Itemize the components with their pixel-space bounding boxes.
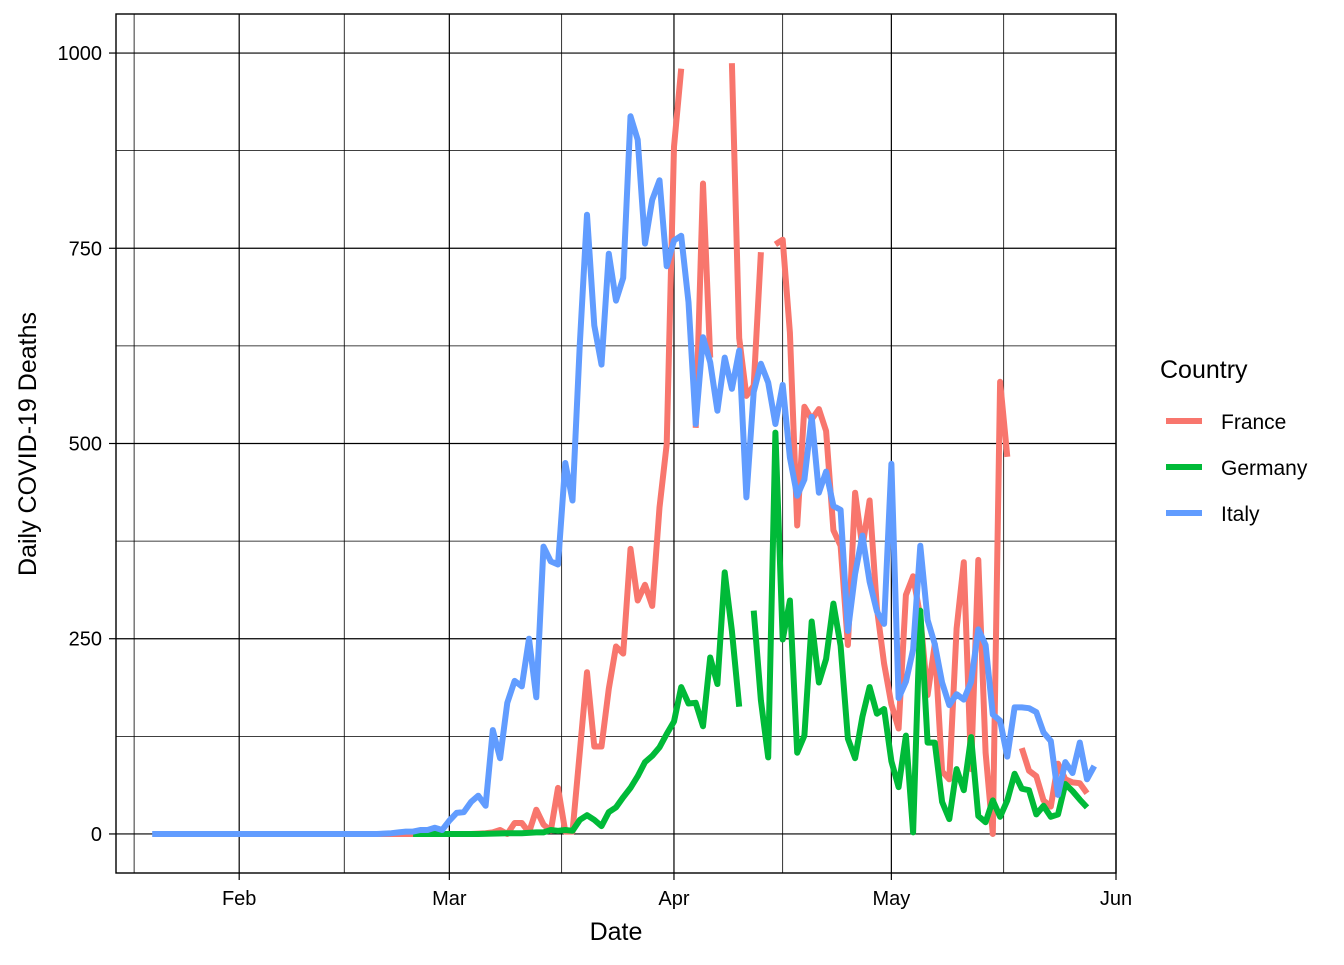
axes: Feb Mar Apr May Jun 0 250 500 750 1000	[58, 43, 1133, 910]
series-line-germany	[413, 569, 743, 837]
series-lines	[152, 63, 1097, 837]
series-italy	[152, 113, 1097, 837]
legend-label-italy: Italy	[1221, 503, 1260, 526]
legend-label-france: France	[1221, 411, 1286, 434]
grid-lines	[115, 13, 1117, 874]
series-france	[376, 63, 1090, 837]
legend: Country France Germany Italy	[1160, 356, 1308, 526]
legend-title: Country	[1160, 356, 1248, 384]
y-tick-label: 500	[69, 434, 102, 456]
y-tick-label: 1000	[58, 43, 103, 65]
series-line-france	[376, 68, 685, 837]
series-line-germany	[750, 429, 1090, 836]
x-tick-label: May	[872, 888, 910, 910]
y-tick-label: 0	[91, 824, 102, 846]
x-axis-title: Date	[590, 918, 643, 946]
legend-label-germany: Germany	[1221, 457, 1308, 480]
y-tick-label: 250	[69, 629, 102, 651]
series-line-france	[728, 63, 764, 399]
x-tick-label: Apr	[658, 888, 689, 910]
y-tick-label: 750	[69, 238, 102, 260]
series-line-italy	[152, 113, 1097, 837]
series-germany	[413, 429, 1090, 837]
y-axis-title: Daily COVID-19 Deaths	[14, 312, 42, 576]
x-tick-label: Feb	[222, 888, 256, 910]
x-tick-label: Mar	[432, 888, 467, 910]
series-line-france	[692, 180, 714, 428]
x-tick-label: Jun	[1100, 888, 1132, 910]
